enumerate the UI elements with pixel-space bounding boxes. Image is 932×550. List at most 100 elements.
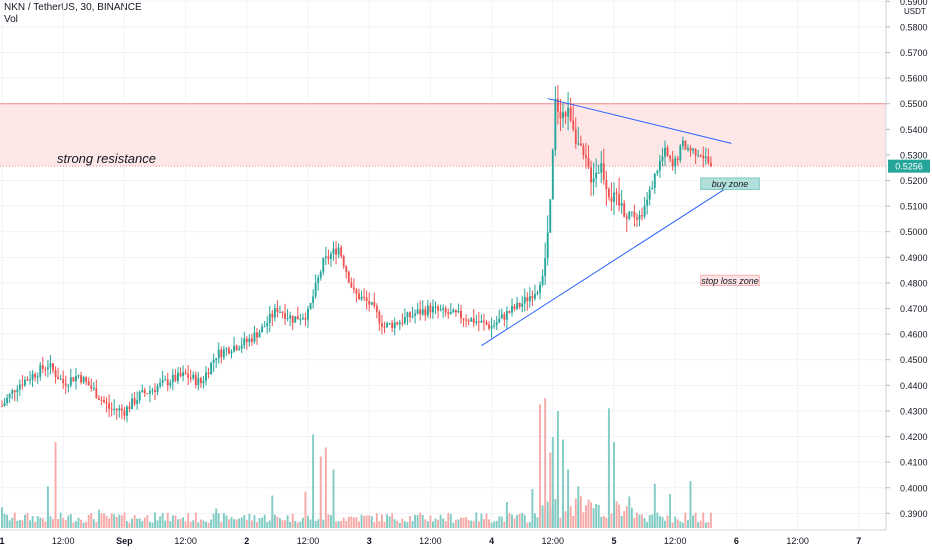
candle[interactable]	[110, 402, 113, 417]
candle[interactable]	[67, 383, 70, 393]
candle[interactable]	[347, 270, 350, 284]
candle[interactable]	[1, 400, 3, 408]
candle[interactable]	[123, 406, 126, 421]
candle[interactable]	[11, 388, 14, 400]
candle[interactable]	[681, 136, 684, 150]
candle[interactable]	[273, 303, 276, 322]
candle[interactable]	[536, 290, 539, 296]
candle[interactable]	[391, 319, 394, 333]
candle[interactable]	[623, 200, 626, 218]
candle[interactable]	[189, 369, 192, 383]
candle[interactable]	[301, 313, 304, 321]
candle[interactable]	[592, 162, 595, 196]
buy-zone-box[interactable]	[700, 177, 760, 190]
candle[interactable]	[401, 313, 404, 327]
candle[interactable]	[85, 376, 88, 386]
candle[interactable]	[406, 311, 409, 326]
candle[interactable]	[396, 321, 399, 326]
candle[interactable]	[615, 188, 618, 206]
candle[interactable]	[327, 249, 330, 265]
candle[interactable]	[57, 367, 60, 380]
candle[interactable]	[480, 314, 483, 323]
candle[interactable]	[26, 376, 29, 381]
candle[interactable]	[630, 211, 633, 217]
candle[interactable]	[184, 368, 187, 375]
candle[interactable]	[258, 329, 261, 338]
candle[interactable]	[526, 292, 529, 311]
candle[interactable]	[233, 336, 235, 353]
candle[interactable]	[562, 103, 564, 128]
candle[interactable]	[620, 190, 623, 214]
candle[interactable]	[342, 254, 345, 269]
candle[interactable]	[687, 144, 689, 152]
candle[interactable]	[307, 305, 309, 329]
candle[interactable]	[587, 145, 590, 170]
candle[interactable]	[452, 308, 455, 314]
candle[interactable]	[95, 379, 98, 399]
candle[interactable]	[319, 269, 322, 281]
candle[interactable]	[360, 290, 363, 302]
candle[interactable]	[210, 361, 213, 375]
candle[interactable]	[549, 198, 552, 234]
candle[interactable]	[21, 374, 24, 390]
candle[interactable]	[373, 292, 376, 309]
candle[interactable]	[618, 177, 621, 212]
candle[interactable]	[207, 367, 210, 379]
candle[interactable]	[447, 308, 450, 319]
candle[interactable]	[261, 323, 264, 333]
candle[interactable]	[475, 314, 478, 326]
candle[interactable]	[546, 215, 549, 266]
candle[interactable]	[569, 97, 572, 123]
candle[interactable]	[534, 284, 536, 301]
candle[interactable]	[516, 296, 519, 311]
candle[interactable]	[171, 368, 174, 391]
candle[interactable]	[577, 126, 580, 146]
candle[interactable]	[386, 321, 388, 329]
candle[interactable]	[164, 375, 167, 381]
candle[interactable]	[442, 304, 445, 318]
candle[interactable]	[52, 363, 54, 374]
candle[interactable]	[192, 371, 195, 381]
candle[interactable]	[666, 145, 669, 157]
candle[interactable]	[179, 367, 182, 378]
candle[interactable]	[215, 358, 218, 369]
candle[interactable]	[641, 207, 643, 221]
candle[interactable]	[511, 298, 513, 317]
candle[interactable]	[628, 210, 631, 221]
candle[interactable]	[699, 153, 702, 158]
candle[interactable]	[505, 306, 508, 329]
candle[interactable]	[6, 394, 9, 406]
candle[interactable]	[250, 333, 253, 346]
candle[interactable]	[467, 318, 470, 326]
candle[interactable]	[697, 149, 700, 158]
candle[interactable]	[460, 304, 462, 324]
candle[interactable]	[503, 311, 506, 327]
candle[interactable]	[177, 366, 179, 385]
candle[interactable]	[457, 303, 460, 314]
candle[interactable]	[465, 314, 468, 328]
candle[interactable]	[651, 180, 654, 190]
candle[interactable]	[87, 377, 90, 386]
candle[interactable]	[648, 185, 651, 206]
candle[interactable]	[146, 392, 149, 395]
candle[interactable]	[131, 393, 133, 410]
candle[interactable]	[378, 309, 381, 331]
candle[interactable]	[243, 331, 246, 349]
candle[interactable]	[29, 371, 31, 385]
candle[interactable]	[238, 345, 241, 351]
candle[interactable]	[291, 315, 294, 330]
candle[interactable]	[653, 173, 656, 195]
candle[interactable]	[330, 251, 332, 267]
candle[interactable]	[528, 287, 531, 308]
candle[interactable]	[444, 305, 447, 317]
stop-loss-zone-box[interactable]	[700, 274, 760, 286]
candle[interactable]	[92, 381, 95, 392]
candle[interactable]	[105, 397, 108, 413]
candle[interactable]	[199, 376, 202, 388]
candle[interactable]	[36, 372, 39, 384]
candle[interactable]	[103, 395, 105, 404]
candle[interactable]	[689, 145, 692, 157]
candle[interactable]	[75, 367, 77, 390]
candle[interactable]	[80, 371, 82, 385]
candle[interactable]	[202, 375, 205, 389]
